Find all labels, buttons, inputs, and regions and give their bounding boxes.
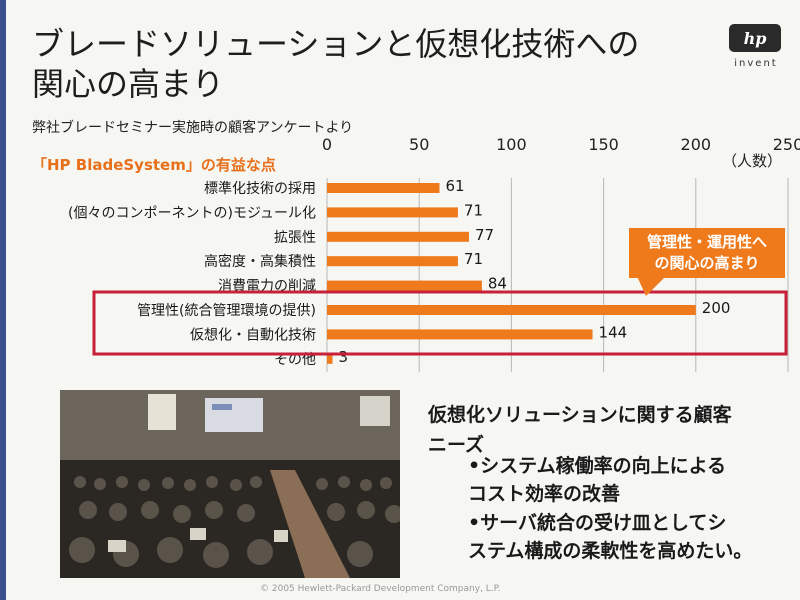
needs-item-1: •システム稼働率の向上による コスト効率の改善 xyxy=(468,452,726,508)
category-label: その他 xyxy=(274,352,316,368)
copyright-footer: © 2005 Hewlett-Packard Development Compa… xyxy=(260,584,501,594)
needs-item-2-line1: •サーバ統合の受け皿としてシ xyxy=(468,512,727,534)
callout-line2: の関心の高まり xyxy=(654,254,760,272)
hp-tagline: invent xyxy=(734,58,778,69)
x-tick-label: 250 xyxy=(773,135,800,154)
x-tick-label: 150 xyxy=(588,135,619,154)
bar xyxy=(327,207,458,218)
hp-logo-text: hp xyxy=(743,28,767,48)
value-label: 200 xyxy=(702,299,731,317)
value-label: 144 xyxy=(599,323,628,341)
bar xyxy=(327,183,440,193)
x-axis-unit: （人数） xyxy=(722,152,782,170)
category-label: 消費電力の削減 xyxy=(218,278,316,295)
x-tick-label: 100 xyxy=(496,135,527,154)
customer-needs-title: 仮想化ソリューションに関する顧客 ニーズ xyxy=(428,400,788,460)
needs-item-1-line2: コスト効率の改善 xyxy=(468,483,621,505)
bar xyxy=(327,256,458,267)
bar xyxy=(327,329,593,340)
x-tick-label: 0 xyxy=(322,135,332,154)
bar-chart: 0 50 100 150 200 250 標準化技術の採用 (個々のコンポーネントの)モジュ… xyxy=(68,135,800,372)
needs-item-2: •サーバ統合の受け皿としてシ ステム構成の柔軟性を高めたい。 xyxy=(468,509,752,565)
needs-item-1-line1: •システム稼働率の向上による xyxy=(468,455,727,477)
needs-title-line2: ニーズ xyxy=(428,434,485,456)
sidebar-stripe xyxy=(0,0,6,600)
category-label: 拡張性 xyxy=(274,230,316,246)
value-label: 3 xyxy=(339,348,349,366)
callout-pointer xyxy=(636,274,668,296)
category-label: (個々のコンポーネントの)モジュール化 xyxy=(68,205,316,221)
needs-title-line1: 仮想化ソリューションに関する顧客 xyxy=(428,404,732,426)
value-label: 84 xyxy=(488,275,507,293)
value-label: 61 xyxy=(445,177,464,195)
slide-title-line2: 関心の高まり xyxy=(32,65,225,103)
category-label: 高密度・高集積性 xyxy=(204,253,316,270)
slide-title-line1: ブレードソリューションと仮想化技術への xyxy=(32,25,640,63)
bar xyxy=(327,305,696,315)
callout-box: 管理性・運用性へ の関心の高まり xyxy=(629,228,785,278)
bar xyxy=(327,353,333,364)
category-label: 標準化技術の採用 xyxy=(204,181,316,197)
x-tick-label: 200 xyxy=(681,135,712,154)
seminar-photo xyxy=(60,390,400,578)
value-label: 77 xyxy=(475,226,494,244)
survey-subtitle: 弊社ブレードセミナー実施時の顧客アンケートより xyxy=(32,120,354,136)
bar xyxy=(327,280,482,291)
hp-logo: hp xyxy=(729,24,781,52)
bar xyxy=(327,231,469,242)
category-label: 仮想化・自動化技術 xyxy=(190,327,316,343)
highlight-frame xyxy=(92,290,788,356)
value-label: 71 xyxy=(464,201,483,219)
slide-title: ブレードソリューションと仮想化技術への 関心の高まり xyxy=(32,24,692,104)
value-label: 71 xyxy=(464,250,483,268)
needs-item-2-line2: ステム構成の柔軟性を高めたい。 xyxy=(468,540,753,562)
callout-line1: 管理性・運用性へ xyxy=(646,233,767,251)
section-label: 「HP BladeSystem」の有益な点 xyxy=(32,156,276,174)
category-label: 管理性(統合管理環境の提供) xyxy=(137,303,316,319)
x-tick-label: 50 xyxy=(409,135,429,154)
